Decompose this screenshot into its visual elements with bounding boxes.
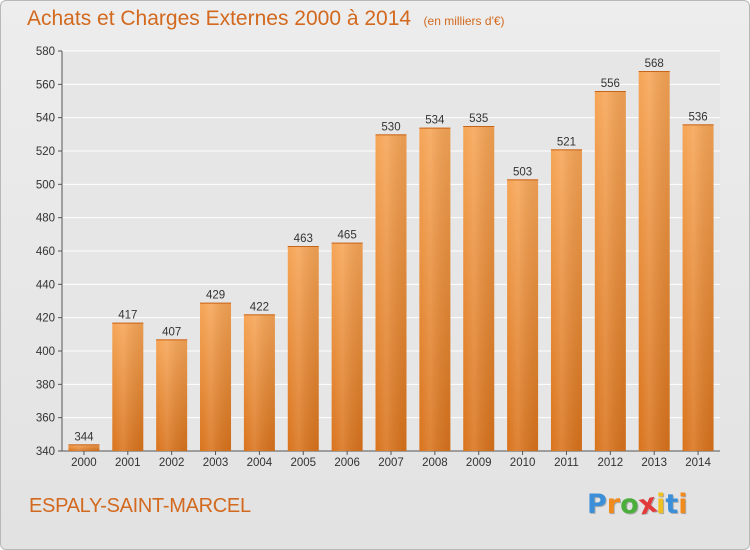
data-label: 556 xyxy=(601,78,620,90)
x-tick-label: 2010 xyxy=(510,457,536,469)
bar-shine xyxy=(507,179,539,452)
data-label: 535 xyxy=(469,113,488,125)
data-label: 463 xyxy=(294,233,313,245)
bar-shine xyxy=(68,444,100,451)
bar-shine xyxy=(638,71,670,451)
y-tick-label: 400 xyxy=(36,346,55,358)
bar-shine xyxy=(243,314,275,451)
y-tick-label: 580 xyxy=(36,46,55,58)
data-label: 568 xyxy=(645,58,664,70)
proxiti-logo: Proxiti xyxy=(587,488,688,522)
y-tick-label: 380 xyxy=(36,379,55,391)
y-tick-label: 480 xyxy=(36,213,55,225)
data-label: 417 xyxy=(118,310,137,322)
data-label: 521 xyxy=(557,136,576,148)
bar-shine xyxy=(419,127,451,452)
x-tick-label: 2000 xyxy=(71,457,97,469)
logo-letter: o xyxy=(620,489,639,520)
title-row: Achats et Charges Externes 2000 à 2014 (… xyxy=(27,7,505,31)
chart-title: Achats et Charges Externes 2000 à 2014 xyxy=(27,7,412,30)
x-tick-label: 2013 xyxy=(641,457,667,469)
x-tick-label: 2014 xyxy=(685,457,711,469)
bar-shine xyxy=(200,302,232,451)
y-tick-label: 420 xyxy=(36,313,55,325)
data-label: 536 xyxy=(688,111,707,123)
y-tick-label: 460 xyxy=(36,246,55,258)
y-tick-label: 340 xyxy=(36,446,55,458)
bar-shine xyxy=(331,242,363,451)
bar-shine xyxy=(156,339,188,451)
logo-letter: i xyxy=(678,489,688,520)
logo-letter: t xyxy=(665,489,679,520)
data-label: 503 xyxy=(513,166,532,178)
x-tick-label: 2001 xyxy=(115,457,141,469)
bar-shine xyxy=(112,322,144,451)
place-name: ESPALY-SAINT-MARCEL xyxy=(29,495,251,517)
logo-letter: P xyxy=(587,489,607,520)
data-label: 344 xyxy=(74,431,94,443)
data-label: 534 xyxy=(425,115,445,127)
data-label: 465 xyxy=(338,230,357,242)
data-label: 429 xyxy=(206,290,225,302)
data-label: 407 xyxy=(162,326,181,338)
x-tick-label: 2005 xyxy=(290,457,316,469)
bar-shine xyxy=(287,246,319,451)
x-tick-label: 2009 xyxy=(466,457,492,469)
x-tick-label: 2004 xyxy=(247,457,273,469)
data-label: 422 xyxy=(250,301,269,313)
x-tick-label: 2007 xyxy=(378,457,404,469)
data-label: 530 xyxy=(381,121,400,133)
x-tick-label: 2008 xyxy=(422,457,448,469)
y-tick-label: 440 xyxy=(36,279,55,291)
y-tick-label: 360 xyxy=(36,413,55,425)
bar-shine xyxy=(463,126,495,451)
bar-shine xyxy=(550,149,582,452)
x-tick-label: 2003 xyxy=(203,457,229,469)
logo-letter: i xyxy=(656,489,666,520)
bar-shine xyxy=(375,134,407,452)
y-tick-label: 520 xyxy=(36,146,55,158)
y-tick-label: 500 xyxy=(36,179,55,191)
logo-letter: r xyxy=(606,489,621,520)
bar-shine xyxy=(594,91,626,451)
y-tick-label: 540 xyxy=(36,113,55,125)
y-tick-label: 560 xyxy=(36,79,55,91)
x-tick-label: 2011 xyxy=(554,457,579,469)
x-tick-label: 2006 xyxy=(334,457,360,469)
x-tick-label: 2002 xyxy=(159,457,185,469)
chart-subtitle: (en milliers d'€) xyxy=(423,14,505,28)
x-tick-label: 2012 xyxy=(598,457,624,469)
bar-shine xyxy=(682,124,714,451)
